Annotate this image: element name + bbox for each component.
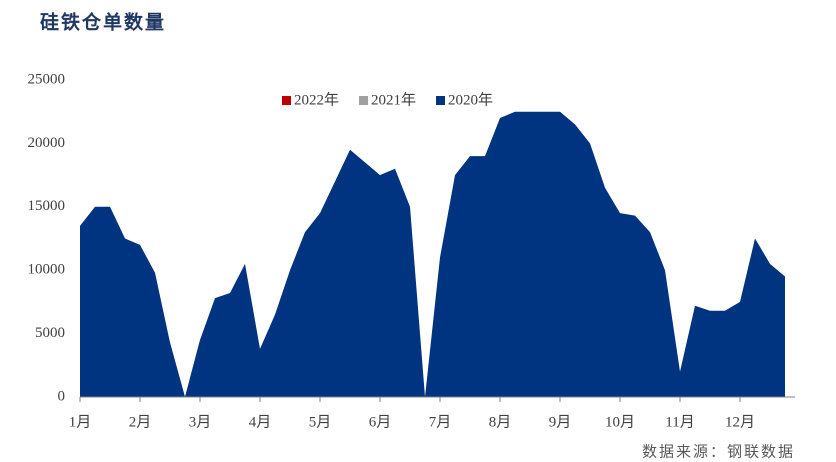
x-tick-label: 7月 — [429, 414, 452, 430]
y-tick-label: 25000 — [28, 71, 66, 87]
y-tick-label: 0 — [58, 388, 66, 404]
x-tick-label: 6月 — [369, 414, 392, 430]
x-tick-label: 4月 — [249, 414, 272, 430]
y-tick-label: 5000 — [35, 325, 65, 341]
source-note: 数据来源：钢联数据 — [642, 443, 795, 460]
x-tick-label: 11月 — [665, 414, 694, 430]
legend-swatch — [436, 96, 446, 105]
legend-label: 2022年 — [294, 91, 339, 108]
x-tick-label: 3月 — [189, 414, 212, 430]
legend-swatch — [359, 96, 369, 105]
legend-label: 2021年 — [371, 91, 416, 108]
x-tick-label: 10月 — [605, 414, 635, 430]
x-tick-label: 12月 — [725, 414, 755, 430]
x-tick-label: 9月 — [549, 414, 572, 430]
area — [80, 111, 785, 397]
x-tick-label: 1月 — [69, 414, 92, 430]
x-tick-label: 5月 — [309, 414, 332, 430]
legend-swatch — [282, 96, 291, 105]
y-tick-label: 10000 — [28, 262, 66, 278]
y-tick-label: 20000 — [28, 135, 66, 151]
legend-label: 2020年 — [448, 91, 493, 108]
x-tick-label: 2月 — [129, 414, 152, 430]
y-tick-label: 15000 — [28, 198, 66, 214]
chart-title: 硅铁仓单数量 — [40, 10, 166, 33]
x-tick-label: 8月 — [489, 414, 512, 430]
